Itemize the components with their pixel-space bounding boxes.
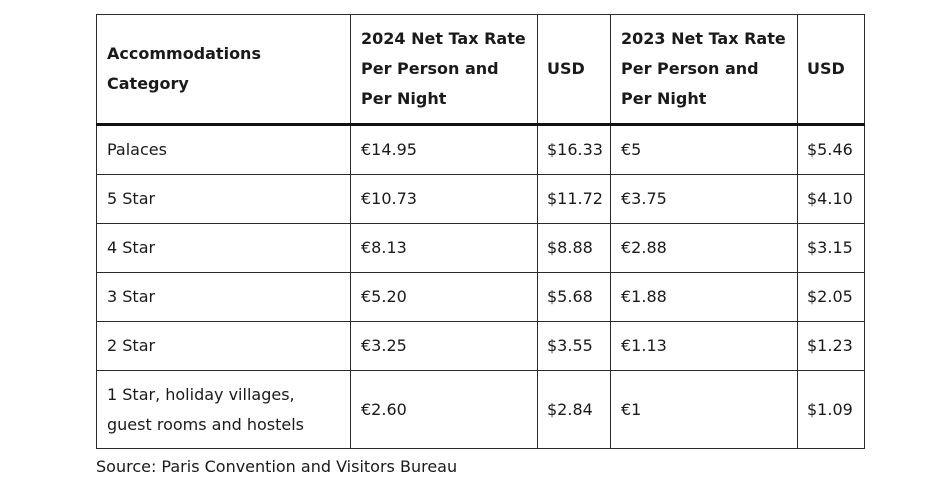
cell-2023-rate: €1.13: [610, 321, 798, 371]
cell-2023-usd: $4.10: [797, 174, 865, 224]
table-row: 2 Star €3.25 $3.55 €1.13 $1.23: [96, 321, 865, 371]
tax-rate-table: Accommodations Category 2024 Net Tax Rat…: [96, 14, 865, 449]
header-category: Accommodations Category: [96, 14, 351, 126]
cell-2024-rate: €3.25: [350, 321, 538, 371]
cell-category: 1 Star, holiday villages, guest rooms an…: [96, 370, 351, 449]
header-2024-rate: 2024 Net Tax Rate Per Person and Per Nig…: [350, 14, 538, 126]
cell-2023-rate: €1: [610, 370, 798, 449]
cell-2023-usd: $2.05: [797, 272, 865, 322]
cell-2023-usd: $1.09: [797, 370, 865, 449]
cell-2023-rate: €2.88: [610, 223, 798, 273]
cell-2023-usd: $1.23: [797, 321, 865, 371]
cell-2024-usd: $8.88: [537, 223, 611, 273]
cell-category: Palaces: [96, 124, 351, 175]
cell-2024-usd: $16.33: [537, 124, 611, 175]
source-caption: Source: Paris Convention and Visitors Bu…: [96, 457, 458, 476]
header-2023-rate: 2023 Net Tax Rate Per Person and Per Nig…: [610, 14, 798, 126]
cell-2024-usd: $2.84: [537, 370, 611, 449]
cell-category: 3 Star: [96, 272, 351, 322]
cell-category: 2 Star: [96, 321, 351, 371]
table-row: 5 Star €10.73 $11.72 €3.75 $4.10: [96, 174, 865, 224]
cell-2023-usd: $5.46: [797, 124, 865, 175]
table-row: 3 Star €5.20 $5.68 €1.88 $2.05: [96, 272, 865, 322]
cell-2024-rate: €5.20: [350, 272, 538, 322]
cell-2023-rate: €5: [610, 124, 798, 175]
cell-2023-rate: €3.75: [610, 174, 798, 224]
cell-2024-usd: $3.55: [537, 321, 611, 371]
table-row: 1 Star, holiday villages, guest rooms an…: [96, 370, 865, 449]
cell-2024-usd: $5.68: [537, 272, 611, 322]
cell-2024-rate: €8.13: [350, 223, 538, 273]
cell-category: 4 Star: [96, 223, 351, 273]
cell-2024-rate: €10.73: [350, 174, 538, 224]
header-2024-usd: USD: [537, 14, 611, 126]
cell-category: 5 Star: [96, 174, 351, 224]
cell-2024-usd: $11.72: [537, 174, 611, 224]
cell-2024-rate: €14.95: [350, 124, 538, 175]
cell-2023-usd: $3.15: [797, 223, 865, 273]
cell-2024-rate: €2.60: [350, 370, 538, 449]
table-row: 4 Star €8.13 $8.88 €2.88 $3.15: [96, 223, 865, 273]
header-2023-usd: USD: [797, 14, 865, 126]
cell-2023-rate: €1.88: [610, 272, 798, 322]
table-row: Palaces €14.95 $16.33 €5 $5.46: [96, 124, 865, 175]
table-header-row: Accommodations Category 2024 Net Tax Rat…: [96, 14, 865, 126]
